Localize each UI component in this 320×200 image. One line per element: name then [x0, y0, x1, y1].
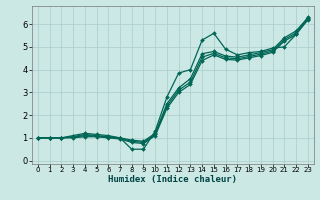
X-axis label: Humidex (Indice chaleur): Humidex (Indice chaleur)	[108, 175, 237, 184]
